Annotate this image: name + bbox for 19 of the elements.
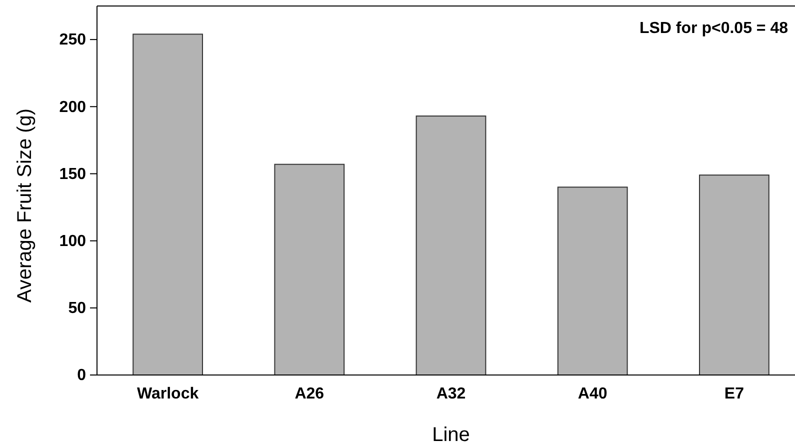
y-tick-label: 150 — [59, 166, 86, 183]
x-tick-label: Warlock — [136, 385, 199, 402]
x-tick-label: A26 — [294, 385, 324, 402]
y-tick-label: 50 — [68, 300, 86, 318]
x-axis-title: Line — [432, 424, 470, 446]
y-tick-label: 100 — [59, 232, 86, 250]
y-tick-label: 250 — [59, 32, 86, 49]
x-tick-label: A40 — [578, 385, 608, 402]
y-tick-label: 0 — [77, 367, 86, 384]
annotation: LSD for p<0.05 = 48 — [639, 20, 788, 37]
y-axis-title: Average Fruit Size (g) — [14, 108, 36, 303]
bar — [132, 34, 203, 376]
y-tick-label: 200 — [59, 98, 86, 116]
bar — [699, 174, 770, 376]
bar — [274, 164, 345, 376]
bar — [416, 116, 486, 376]
x-tick-label: A32 — [436, 385, 466, 402]
bar — [557, 186, 628, 376]
x-tick-label: E7 — [724, 385, 744, 402]
